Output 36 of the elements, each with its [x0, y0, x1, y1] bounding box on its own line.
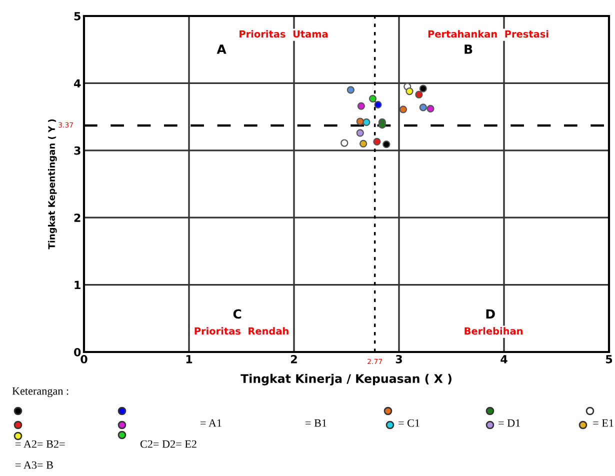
- text: = E1: [593, 419, 614, 427]
- text: C2= D2= E2: [140, 440, 196, 448]
- x-tick-label: 5: [606, 355, 612, 364]
- text: = A1: [200, 419, 222, 427]
- annotation: Berlebihan: [464, 327, 522, 335]
- y-tick-label: 4: [74, 79, 81, 88]
- point: [368, 94, 377, 102]
- x-tick-label: 0: [80, 354, 88, 364]
- point: [359, 140, 368, 148]
- annotation: A: [216, 44, 226, 54]
- point: [406, 87, 414, 96]
- point: [362, 118, 370, 126]
- y-tick-label: 2: [74, 214, 80, 222]
- x-tick-label: 1: [186, 355, 192, 364]
- annotation: Pertahankan Prestasi: [428, 30, 548, 38]
- x-tick-label: 3: [396, 354, 402, 364]
- y-tick-label: 3: [74, 146, 80, 155]
- point: [356, 129, 364, 137]
- text: = A3= B: [16, 461, 53, 469]
- annotation: Prioritas Rendah: [194, 327, 288, 335]
- annotation: C: [233, 309, 242, 319]
- annotation: Prioritas Utama: [240, 30, 328, 38]
- annotation: B: [464, 44, 472, 54]
- x-tick-label: 4: [500, 355, 508, 364]
- y-tick-label: 0: [74, 348, 81, 356]
- annotation: D: [486, 309, 495, 318]
- text: = C1: [398, 419, 420, 427]
- text: = A2= B2=: [16, 440, 65, 448]
- y-axis-title: Tingkat Kepentingan ( Y ): [48, 119, 57, 250]
- x-axis-title: Tingkat Kinerja / Kepuasan ( X ): [240, 374, 452, 386]
- y-tick-label: 1: [74, 280, 80, 290]
- x-tick-label: 2: [291, 354, 297, 364]
- text: Keterangan :: [12, 387, 68, 398]
- text: = B1: [306, 419, 326, 427]
- text: = D1: [498, 419, 520, 427]
- y-tick-label: 5: [74, 12, 80, 20]
